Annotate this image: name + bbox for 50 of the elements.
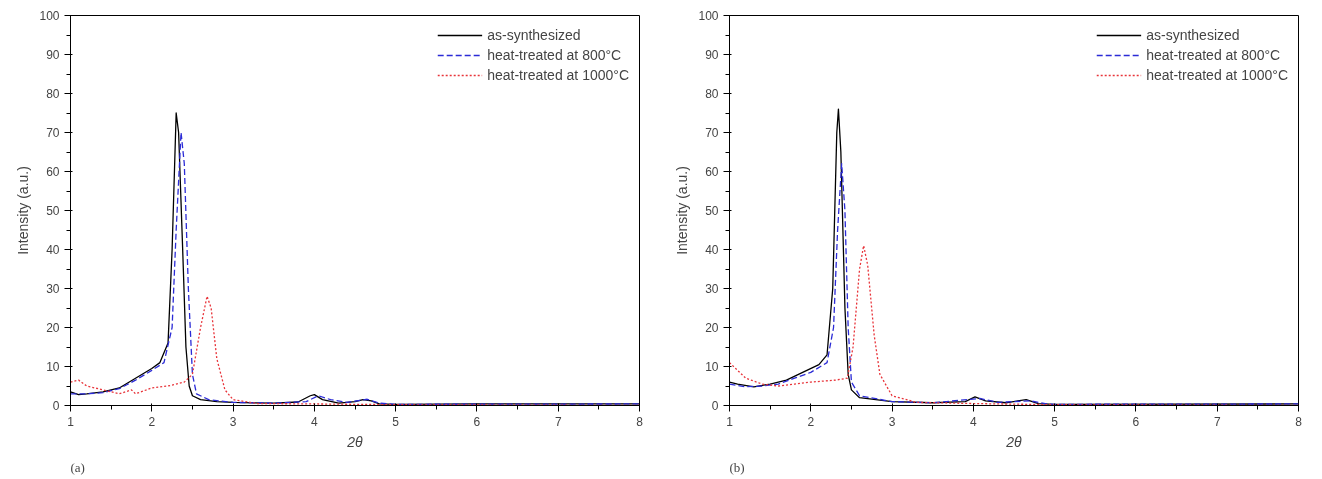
legend-label: heat-treated at 800°C [1146, 47, 1281, 63]
y-tick-label: 60 [705, 165, 719, 179]
y-tick-label: 90 [705, 48, 719, 62]
x-tick-label: 7 [554, 414, 562, 429]
y-tick-label: 100 [39, 9, 60, 23]
y-axis-title: Intensity (a.u.) [15, 166, 32, 255]
x-tick-label: 4 [970, 414, 978, 429]
y-tick-label: 40 [705, 243, 719, 257]
y-tick-label: 30 [46, 282, 60, 296]
y-tick-label: 100 [698, 9, 719, 23]
y-tick-label: 70 [46, 126, 60, 140]
x-tick-label: 4 [311, 414, 319, 429]
y-tick-label: 80 [46, 87, 60, 101]
y-tick-label: 30 [705, 282, 719, 296]
x-tick-label: 2 [148, 414, 156, 429]
x-tick-label: 5 [1051, 414, 1059, 429]
y-tick-label: 40 [46, 243, 60, 257]
x-axis-title: 2θ [346, 433, 364, 450]
y-tick-label: 60 [46, 165, 60, 179]
legend-label: heat-treated at 1000°C [1146, 67, 1288, 83]
y-tick-label: 20 [46, 321, 60, 335]
y-tick-label: 90 [46, 48, 60, 62]
y-tick-label: 70 [705, 126, 719, 140]
y-tick-label: 10 [705, 360, 719, 374]
y-axis-title: Intensity (a.u.) [674, 166, 691, 255]
x-tick-label: 3 [888, 414, 896, 429]
x-tick-label: 3 [229, 414, 237, 429]
text: (a) [70, 459, 85, 475]
y-tick-label: 80 [705, 87, 719, 101]
x-tick-label: 5 [392, 414, 400, 429]
y-tick-label: 10 [46, 360, 60, 374]
legend-label: heat-treated at 1000°C [487, 67, 629, 83]
y-tick-label: 50 [705, 204, 719, 218]
x-tick-label: 8 [636, 414, 644, 429]
x-axis-title: 2θ [1005, 433, 1023, 450]
x-tick-label: 6 [473, 414, 481, 429]
y-tick-label: 0 [711, 399, 719, 413]
x-tick-label: 1 [67, 414, 75, 429]
x-tick-label: 7 [1213, 414, 1221, 429]
x-tick-label: 2 [807, 414, 815, 429]
y-tick-label: 20 [705, 321, 719, 335]
x-tick-label: 8 [1295, 414, 1303, 429]
x-tick-label: 6 [1132, 414, 1140, 429]
x-tick-label: 1 [726, 414, 734, 429]
legend-label: as-synthesized [1146, 27, 1240, 43]
legend-label: heat-treated at 800°C [487, 47, 622, 63]
y-tick-label: 0 [52, 399, 60, 413]
text: (b) [729, 459, 745, 475]
legend-label: as-synthesized [487, 27, 581, 43]
y-tick-label: 50 [46, 204, 60, 218]
